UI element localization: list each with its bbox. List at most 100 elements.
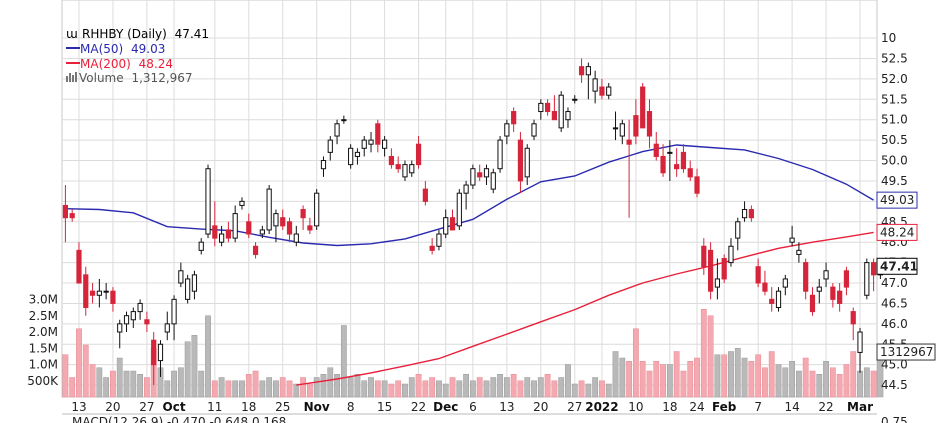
volume-bar [442,383,449,398]
ma200-line-group [296,231,874,386]
volume-bar [266,377,273,398]
candle-body [239,200,245,206]
volume-bar [551,380,558,398]
volume-bar [116,357,123,398]
candle-body [599,86,605,96]
last-price: 47.41 [175,27,209,41]
candle-body [83,274,89,309]
candle-body [402,164,408,178]
price-badge: 47.41 [876,257,918,275]
candle-body [531,123,537,137]
volume-bar [463,374,470,398]
candle-body [646,111,653,137]
candle-body [361,139,367,149]
volume-bar [517,380,524,398]
volume-bar [565,364,571,398]
volume-bar [816,374,823,398]
candle-body [483,168,490,178]
candle-body [477,172,483,178]
candle-body [259,229,265,235]
volume-bar [137,374,144,398]
x-tick-label: 2022 [585,400,618,414]
candle-body [544,102,551,113]
candle-body [633,115,639,137]
volume-bar [483,380,490,398]
candle-body [293,233,299,243]
volume-bar [809,370,816,398]
candle-body [191,274,198,292]
volume-bar [415,374,422,398]
symbol-label: RHHBY (Daily) [82,27,167,41]
price-tick-label: 45.0 [881,358,908,372]
candle-body [803,262,809,292]
volume-bar [571,383,578,398]
price-tick-label: 44.5 [881,378,908,392]
candle-body [741,209,748,219]
volume-bar [714,354,721,398]
price-tick-label: 51.0 [881,113,908,127]
candle-body [354,151,361,157]
candle-body [843,270,850,288]
volume-bar [82,344,89,398]
volume-bar [795,370,802,398]
volume-bar [110,370,116,398]
candle-body [490,172,496,190]
volume-bar [802,357,809,398]
x-tick-label: 6 [469,400,477,414]
x-tick-label: Mar [847,400,873,414]
macd-label: MACD(12,26,9) -0.470 -0.648 0.168 [72,415,286,423]
price-badge-label: 1312967 [880,345,933,359]
volume-bar [259,380,266,398]
x-tick-label: 18 [241,400,256,414]
volume-bar [218,377,225,398]
candle-body [517,139,524,182]
volume-bar [605,383,612,398]
candle-body [436,233,442,247]
candle-body [76,249,82,284]
price-tick-label: 52.5 [881,51,908,65]
volume-tick-label: 3.0M [29,293,58,307]
price-badge-label: 49.03 [880,193,914,207]
volume-bar [198,370,205,398]
volume-bar [823,361,829,398]
candle-body [470,168,476,186]
candle-body [714,278,721,288]
candle-body [123,315,130,325]
candle-body [212,225,218,239]
candle-body [348,147,354,166]
volume-bar [585,383,592,398]
volume-bar [69,377,76,398]
volume-bar [544,374,551,398]
x-tick-label: 11 [207,400,222,414]
volume-bar [395,380,402,398]
x-tick-label: 24 [689,400,704,414]
candle-body [171,298,177,325]
candle-body [327,139,333,153]
x-tick-label: 20 [105,400,120,414]
volume-bar [273,380,279,398]
volume-bar [789,361,796,398]
candle-body [504,123,510,137]
volume-bar [497,374,503,398]
volume-bar [232,380,239,398]
candle-body [612,127,619,130]
x-tick-label: 15 [377,400,392,414]
candle-body [735,221,741,239]
volume-bar [510,374,517,398]
volume-bar [700,309,707,398]
volume-bar [239,380,245,398]
candle-body [796,249,802,255]
volume-bar [592,377,599,398]
candle-body [511,111,517,125]
price-badges: 49.03 48.24 47.41 1312967 [876,191,936,361]
volume-bar [374,380,381,398]
volume-bar [741,357,748,398]
candle-body [334,123,340,137]
candle-body [273,213,279,227]
price-badge-box [876,343,936,361]
volume-bar [177,367,184,398]
volume-bar [666,364,673,398]
candle-body [864,262,870,296]
volume-bar [599,380,605,398]
volume-bar [422,380,429,398]
